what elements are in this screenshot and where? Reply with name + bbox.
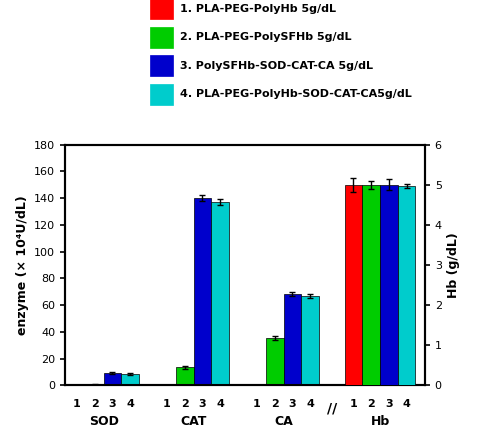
Text: SOD: SOD <box>88 415 118 428</box>
Text: 2: 2 <box>271 399 278 409</box>
Bar <box>398 186 415 385</box>
Text: 3: 3 <box>108 399 116 409</box>
Text: 2: 2 <box>368 399 375 409</box>
Text: 1: 1 <box>253 399 261 409</box>
Y-axis label: enzyme (× 10⁴U/dL): enzyme (× 10⁴U/dL) <box>16 195 28 335</box>
Bar <box>86 384 104 385</box>
Text: CAT: CAT <box>180 415 207 428</box>
Bar <box>266 338 283 385</box>
Text: 3: 3 <box>198 399 206 409</box>
Text: 1: 1 <box>73 399 81 409</box>
Text: 4: 4 <box>306 399 314 409</box>
Text: 4: 4 <box>126 399 134 409</box>
Text: //: // <box>326 402 337 416</box>
Text: 1: 1 <box>163 399 171 409</box>
Text: 2: 2 <box>181 399 188 409</box>
Text: 2: 2 <box>91 399 98 409</box>
Text: 3: 3 <box>288 399 296 409</box>
Bar <box>104 373 122 385</box>
Bar <box>344 185 362 385</box>
Bar <box>284 294 301 385</box>
Text: 2. PLA-PEG-PolySFHb 5g/dL: 2. PLA-PEG-PolySFHb 5g/dL <box>180 32 352 42</box>
Text: 4: 4 <box>216 399 224 409</box>
Bar <box>194 198 211 385</box>
Bar <box>121 374 139 385</box>
Text: 3. PolySFHb-SOD-CAT-CA 5g/dL: 3. PolySFHb-SOD-CAT-CA 5g/dL <box>180 61 373 71</box>
Text: 4. PLA-PEG-PolyHb-SOD-CAT-CA5g/dL: 4. PLA-PEG-PolyHb-SOD-CAT-CA5g/dL <box>180 89 412 99</box>
Y-axis label: Hb (g/dL): Hb (g/dL) <box>448 232 460 298</box>
Text: 1. PLA-PEG-PolyHb 5g/dL: 1. PLA-PEG-PolyHb 5g/dL <box>180 4 336 14</box>
Text: 4: 4 <box>402 399 410 409</box>
Bar <box>301 297 319 385</box>
Bar <box>211 202 229 385</box>
Text: CA: CA <box>274 415 293 428</box>
Bar <box>380 185 398 385</box>
Bar <box>362 185 380 385</box>
Text: 3: 3 <box>385 399 392 409</box>
Text: Hb: Hb <box>370 415 390 428</box>
Bar <box>176 367 194 385</box>
Text: 1: 1 <box>350 399 358 409</box>
